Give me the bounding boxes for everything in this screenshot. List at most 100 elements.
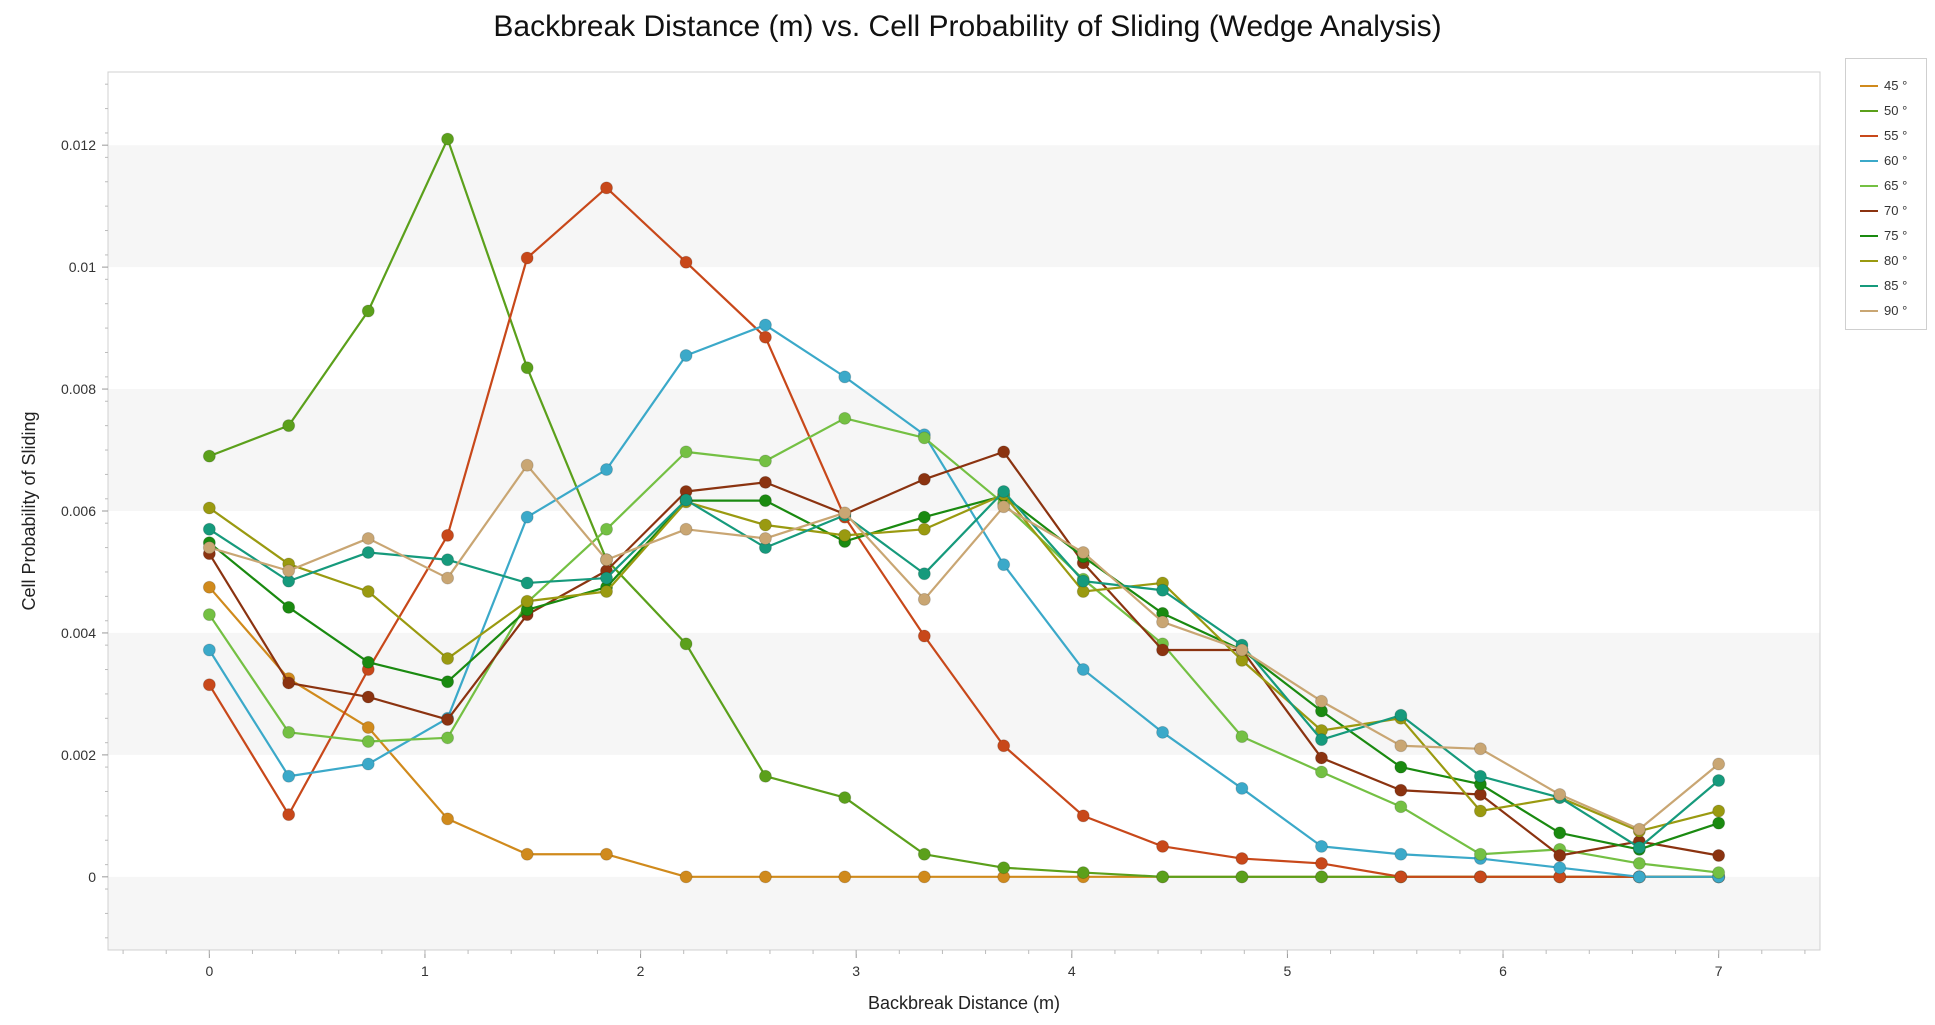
data-point bbox=[1076, 545, 1090, 559]
legend-item: 65 ° bbox=[1860, 173, 1926, 198]
legend-label: 65 ° bbox=[1884, 178, 1908, 193]
data-point bbox=[838, 411, 852, 425]
x-tick-label: 1 bbox=[421, 963, 429, 979]
data-point bbox=[520, 510, 534, 524]
data-point bbox=[1473, 804, 1487, 818]
legend-label: 85 ° bbox=[1884, 278, 1908, 293]
data-point bbox=[917, 472, 931, 486]
data-point bbox=[520, 361, 534, 375]
data-point bbox=[1314, 839, 1328, 853]
data-point bbox=[361, 531, 375, 545]
data-point bbox=[679, 255, 693, 269]
data-point bbox=[917, 431, 931, 445]
data-point bbox=[1632, 841, 1646, 855]
data-point bbox=[1632, 870, 1646, 884]
data-point bbox=[1712, 816, 1726, 830]
data-point bbox=[361, 734, 375, 748]
data-point bbox=[1394, 800, 1408, 814]
data-point bbox=[997, 861, 1011, 875]
x-tick-label: 6 bbox=[1499, 963, 1507, 979]
data-point bbox=[520, 847, 534, 861]
data-point bbox=[282, 419, 296, 433]
data-point bbox=[361, 757, 375, 771]
y-tick-label: 0.01 bbox=[69, 259, 96, 275]
data-point bbox=[600, 584, 614, 598]
series-90-deg bbox=[202, 458, 1726, 836]
x-tick-label: 2 bbox=[637, 963, 645, 979]
data-point bbox=[838, 370, 852, 384]
data-point bbox=[1394, 870, 1408, 884]
data-point bbox=[1156, 583, 1170, 597]
x-tick-label: 4 bbox=[1068, 963, 1076, 979]
data-point bbox=[361, 655, 375, 669]
y-tick-label: 0.008 bbox=[61, 381, 96, 397]
legend-label: 80 ° bbox=[1884, 253, 1908, 268]
x-tick-label: 7 bbox=[1715, 963, 1723, 979]
data-point bbox=[600, 553, 614, 567]
legend-swatch bbox=[1860, 84, 1878, 87]
series-55-deg bbox=[202, 181, 1726, 884]
legend-swatch bbox=[1860, 284, 1878, 287]
data-point bbox=[1553, 788, 1567, 802]
legend-label: 45 ° bbox=[1884, 78, 1908, 93]
data-point bbox=[600, 181, 614, 195]
data-point bbox=[917, 870, 931, 884]
data-point bbox=[758, 769, 772, 783]
data-point bbox=[1553, 826, 1567, 840]
data-point bbox=[441, 713, 455, 727]
data-point bbox=[758, 531, 772, 545]
legend-label: 55 ° bbox=[1884, 128, 1908, 143]
legend-swatch bbox=[1860, 109, 1878, 112]
data-point bbox=[1632, 822, 1646, 836]
x-tick-label: 5 bbox=[1284, 963, 1292, 979]
data-point bbox=[1314, 694, 1328, 708]
legend-swatch bbox=[1860, 259, 1878, 262]
data-point bbox=[282, 564, 296, 578]
data-point bbox=[679, 522, 693, 536]
data-point bbox=[1712, 848, 1726, 862]
data-point bbox=[202, 643, 216, 657]
data-point bbox=[1394, 783, 1408, 797]
series-line bbox=[208, 450, 1719, 857]
data-point bbox=[1712, 773, 1726, 787]
data-point bbox=[600, 463, 614, 477]
data-point bbox=[441, 652, 455, 666]
data-point bbox=[202, 522, 216, 536]
data-point bbox=[1156, 870, 1170, 884]
data-point bbox=[361, 690, 375, 704]
data-point bbox=[758, 870, 772, 884]
data-point bbox=[917, 522, 931, 536]
data-point bbox=[600, 522, 614, 536]
data-point bbox=[838, 870, 852, 884]
data-point bbox=[1394, 739, 1408, 753]
data-point bbox=[917, 510, 931, 524]
data-point bbox=[838, 528, 852, 542]
legend-label: 50 ° bbox=[1884, 103, 1908, 118]
data-point bbox=[679, 445, 693, 459]
data-point bbox=[838, 791, 852, 805]
series-line bbox=[208, 323, 1719, 878]
grid-bands bbox=[108, 145, 1820, 950]
data-point bbox=[1076, 809, 1090, 823]
data-point bbox=[758, 475, 772, 489]
data-point bbox=[1394, 847, 1408, 861]
data-point bbox=[600, 571, 614, 585]
data-point bbox=[1156, 643, 1170, 657]
data-point bbox=[1156, 725, 1170, 739]
data-point bbox=[1235, 870, 1249, 884]
data-point bbox=[1473, 870, 1487, 884]
data-point bbox=[282, 600, 296, 614]
legend-swatch bbox=[1860, 184, 1878, 187]
data-point bbox=[1553, 861, 1567, 875]
data-point bbox=[520, 458, 534, 472]
series-line bbox=[208, 490, 1720, 849]
legend-label: 60 ° bbox=[1884, 153, 1908, 168]
data-point bbox=[282, 725, 296, 739]
data-point bbox=[758, 494, 772, 508]
series-line bbox=[209, 464, 1720, 831]
data-point bbox=[1712, 866, 1726, 880]
data-point bbox=[1473, 769, 1487, 783]
data-point bbox=[1156, 839, 1170, 853]
data-point bbox=[1473, 742, 1487, 756]
data-point bbox=[758, 330, 772, 344]
